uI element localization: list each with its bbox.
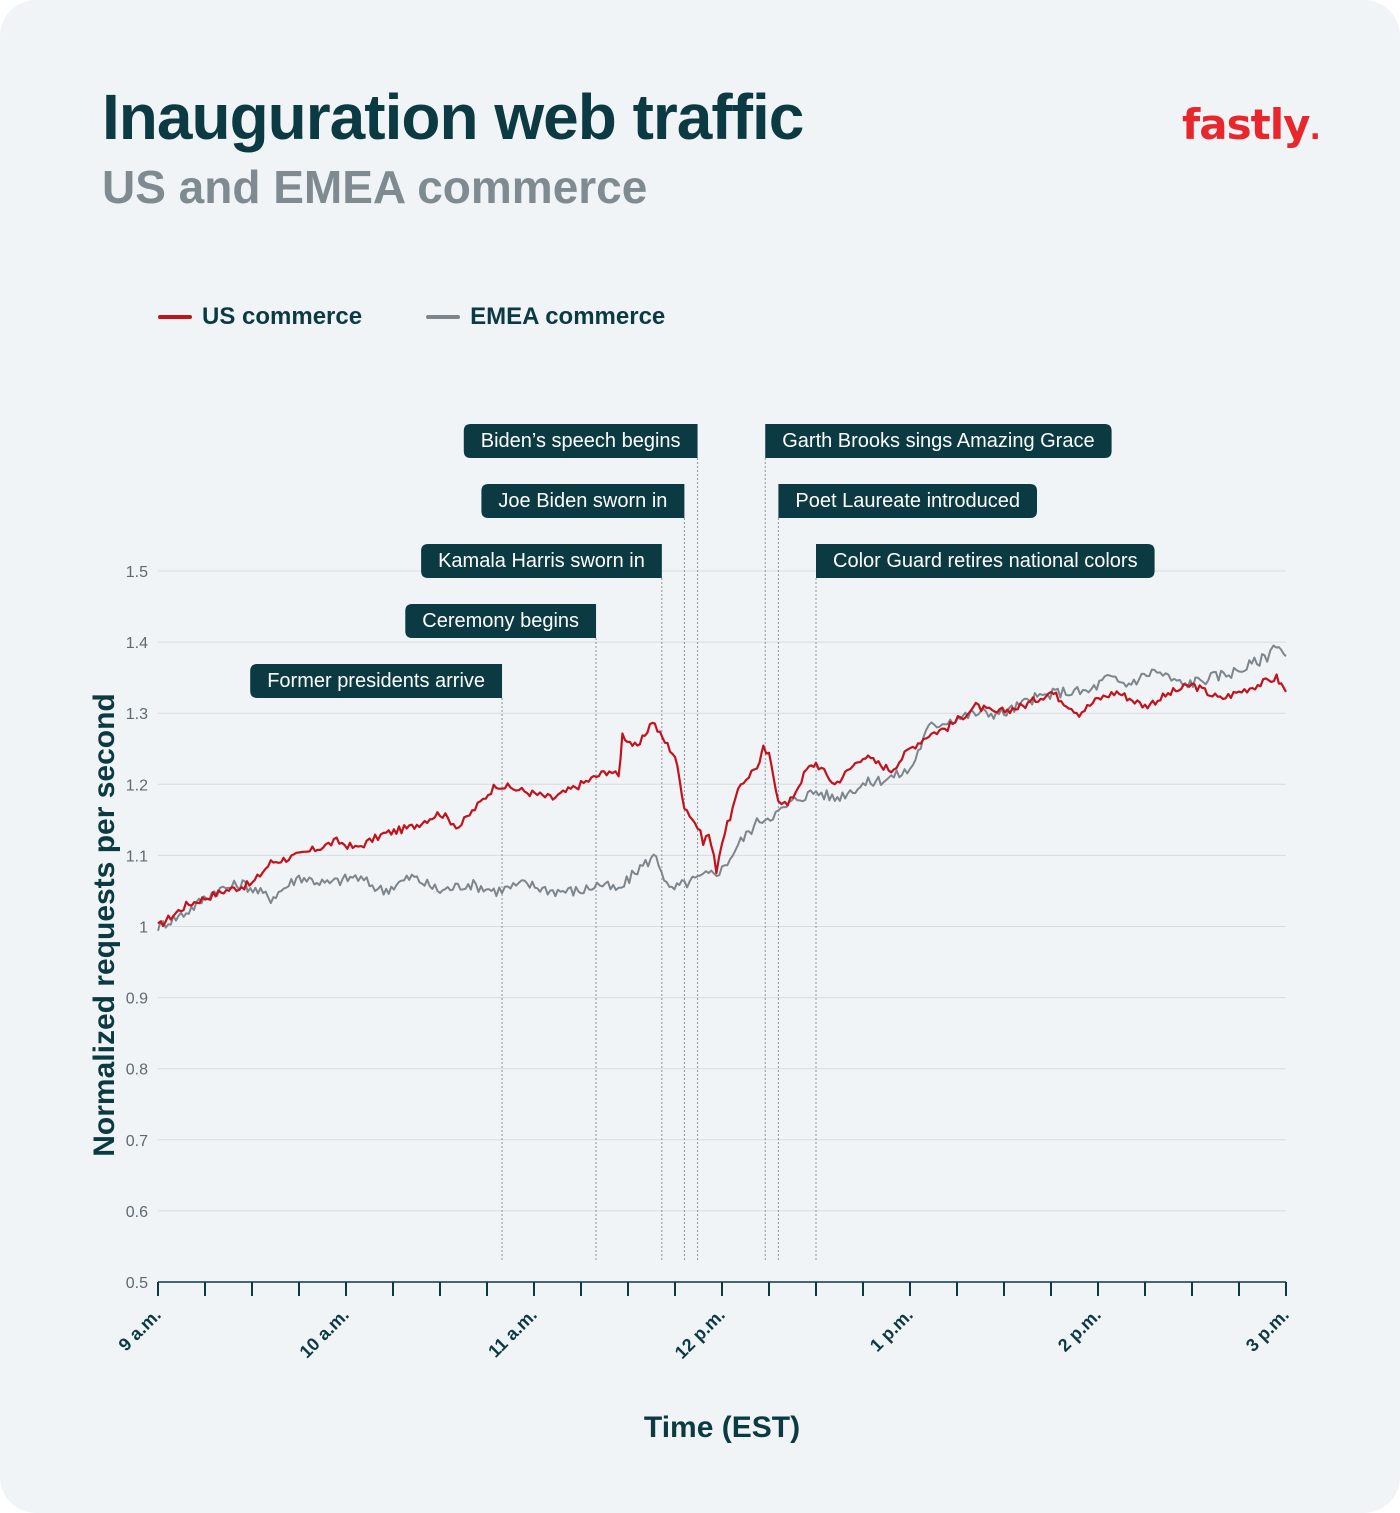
legend-item-emea: EMEA commerce <box>426 303 665 331</box>
annotation-label: Former presidents arrive <box>267 670 485 692</box>
fastly-logo: fastly. <box>1182 100 1321 149</box>
y-tick-label: 1.5 <box>126 564 148 581</box>
legend-label-us: US commerce <box>202 303 363 330</box>
annotation-label: Kamala Harris sworn in <box>438 550 645 572</box>
series-emea-commerce-line <box>157 644 1287 932</box>
logo-dot: . <box>1309 112 1320 147</box>
grid-lines <box>158 570 1286 1212</box>
annotation-box <box>481 484 685 518</box>
x-tick-label: 1 p.m. <box>866 1305 917 1356</box>
y-tick-label: 0.6 <box>126 1204 148 1221</box>
y-tick-label: 0.8 <box>126 1062 148 1079</box>
y-tick-label: 0.7 <box>126 1133 148 1150</box>
x-tick-label: 3 p.m. <box>1242 1305 1293 1356</box>
annotations: Former presidents arrive Ceremony begins K… <box>250 424 1155 698</box>
series-lines <box>157 644 1287 932</box>
y-axis-title: Normalized requests per second <box>88 693 121 1156</box>
y-tick-label: 0.9 <box>126 991 148 1008</box>
annotation-box <box>421 544 662 578</box>
annotation-label: Color Guard retires national colors <box>833 550 1138 572</box>
series-us-commerce-line <box>157 673 1287 928</box>
annotation-label: Garth Brooks sings Amazing Grace <box>782 430 1094 452</box>
annotation-label: Poet Laureate introduced <box>795 490 1020 512</box>
legend-item-us: US commerce <box>158 303 362 331</box>
y-tick-label: 0.5 <box>126 1275 148 1292</box>
annotation-guides <box>501 458 817 1262</box>
y-tick-label: 1.1 <box>126 848 148 865</box>
y-tick-label: 1.4 <box>126 635 148 652</box>
annotation-box <box>816 544 1155 578</box>
y-tick-label: 1 <box>139 920 148 937</box>
annotation-box <box>405 604 597 638</box>
y-tick-label: 1.3 <box>126 706 148 723</box>
annotation-box <box>765 424 1112 458</box>
x-axis-title: Time (EST) <box>644 1411 800 1444</box>
logo-text: fastly <box>1182 100 1310 149</box>
annotation-label: Biden’s speech begins <box>481 430 681 452</box>
chart-title: Inauguration web traffic <box>102 81 804 153</box>
annotation-box <box>250 664 503 698</box>
x-tick-label: 9 a.m. <box>115 1305 165 1355</box>
annotation-box <box>778 484 1038 518</box>
x-tick-label: 2 p.m. <box>1054 1305 1105 1356</box>
legend-swatch-us <box>158 315 192 319</box>
legend: US commerce EMEA commerce <box>158 300 729 334</box>
x-tick-label: 12 p.m. <box>671 1305 729 1363</box>
x-tick-label: 10 a.m. <box>296 1305 353 1362</box>
annotation-label: Joe Biden sworn in <box>498 490 667 512</box>
legend-label-emea: EMEA commerce <box>470 303 666 330</box>
legend-swatch-emea <box>426 315 461 319</box>
annotation-box <box>463 424 698 458</box>
annotation-label: Ceremony begins <box>422 610 579 632</box>
y-tick-label: 1.2 <box>126 777 148 794</box>
chart-subtitle: US and EMEA commerce <box>102 161 648 213</box>
x-tick-label: 11 a.m. <box>484 1305 541 1362</box>
